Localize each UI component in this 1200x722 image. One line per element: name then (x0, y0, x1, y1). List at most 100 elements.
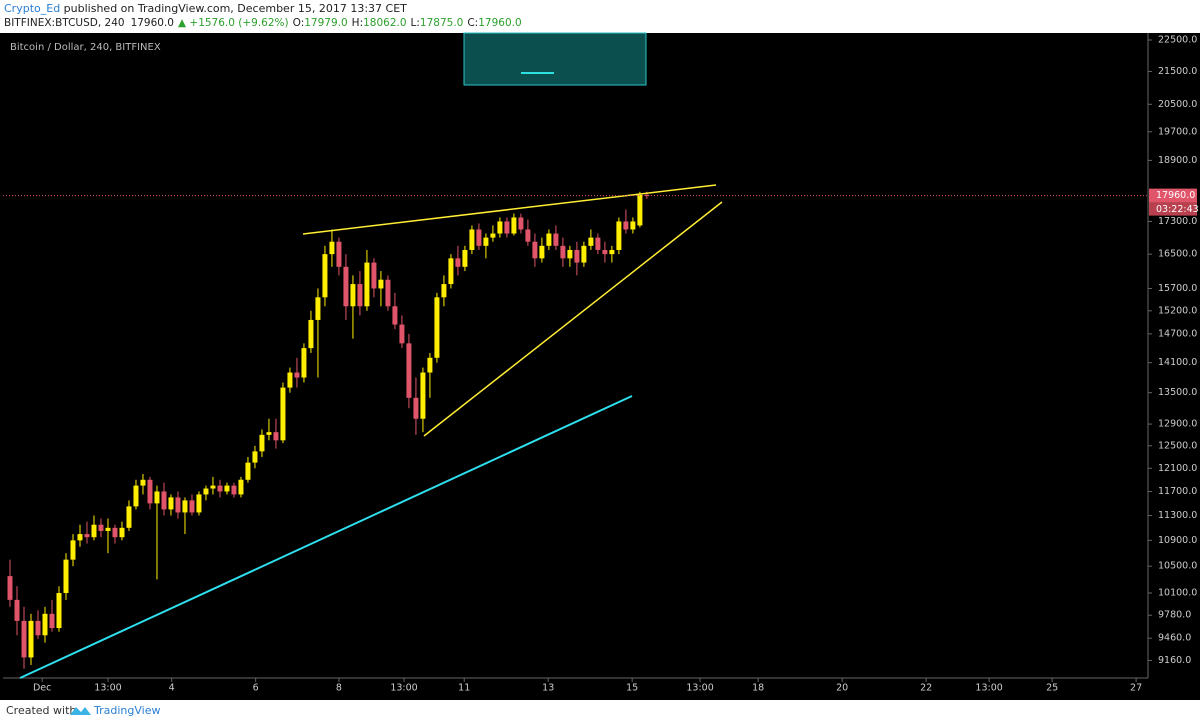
countdown: 03:22:43 (1156, 204, 1199, 215)
x-tick-label: Dec (33, 683, 51, 694)
candle-body (56, 593, 62, 629)
y-tick-label: 17300.0 (1158, 216, 1197, 227)
candle-body (315, 297, 321, 320)
ohlc-label: H: (352, 17, 363, 29)
candle-body (420, 372, 426, 419)
candle-body (602, 249, 608, 255)
candle-body (21, 620, 27, 658)
y-tick-label: 10900.0 (1158, 535, 1197, 546)
candle-body (245, 462, 251, 480)
candle-body (343, 266, 349, 307)
candle-body (280, 387, 286, 441)
y-tick-label: 22500.0 (1158, 35, 1197, 46)
candle-body (385, 279, 391, 307)
candle-body (448, 258, 454, 285)
y-tick-label: 15700.0 (1158, 283, 1197, 294)
candle-body (112, 527, 118, 538)
y-tick-label: 11300.0 (1158, 510, 1197, 521)
x-tick-label: 6 (253, 683, 259, 694)
candle-body (336, 241, 342, 267)
candle-body (98, 524, 104, 531)
candle-body (147, 479, 153, 504)
candle-body (49, 613, 55, 629)
ohlc-value: 17960.0 (478, 17, 521, 29)
candle-body (546, 233, 552, 246)
x-tick-label: 20 (836, 683, 848, 694)
candle-body (294, 372, 300, 378)
candle-body (518, 217, 524, 230)
candle-body (42, 613, 48, 636)
trendline (19, 395, 633, 679)
candle-body (392, 306, 398, 325)
candle-body (77, 534, 83, 541)
candle-body (490, 233, 496, 238)
candle-body (434, 297, 440, 358)
y-tick-label: 14700.0 (1158, 328, 1197, 339)
drawn-box (463, 32, 647, 86)
candle-body (35, 620, 41, 636)
candle-body (154, 491, 160, 504)
candle-body (273, 432, 279, 441)
candle-body (70, 540, 76, 560)
candle-body (287, 372, 293, 388)
x-tick-label: 22 (920, 683, 932, 694)
candle-body (413, 397, 419, 419)
candle-body (560, 245, 566, 259)
trendline (423, 201, 723, 437)
candle-body (378, 279, 384, 289)
candle-body (238, 479, 244, 495)
ohlc-value: 17875.0 (420, 17, 463, 29)
author[interactable]: Crypto_Ed (4, 2, 60, 15)
footer-brand[interactable]: TradingView (93, 704, 160, 717)
x-tick-label: 18 (752, 683, 764, 694)
candle-body (567, 249, 573, 259)
y-tick-label: 9160.0 (1158, 655, 1191, 666)
x-tick-label: 11 (458, 683, 470, 694)
candle-body (623, 221, 629, 230)
candle-body (14, 599, 20, 621)
candle-body (140, 479, 146, 486)
candle-body (105, 527, 111, 531)
candle-body (329, 241, 335, 255)
y-tick-label: 9460.0 (1158, 633, 1191, 644)
candle-body (469, 229, 475, 250)
candle-body (91, 524, 97, 538)
candle-body (322, 254, 328, 298)
x-tick-label: 13:00 (390, 683, 417, 694)
header-bg (0, 0, 1200, 33)
candle-body (133, 485, 139, 507)
chart-bg (0, 33, 1200, 700)
y-tick-label: 10100.0 (1158, 588, 1197, 599)
candle-body (581, 245, 587, 263)
x-tick-label: 13:00 (975, 683, 1002, 694)
candle-body (476, 229, 482, 246)
y-tick-label: 20500.0 (1158, 99, 1197, 110)
x-tick-label: 13 (542, 683, 554, 694)
candle-body (168, 497, 174, 510)
y-tick-label: 18900.0 (1158, 155, 1197, 166)
symbol: BITFINEX:BTCUSD, 240 (4, 17, 125, 29)
y-tick-label: 12500.0 (1158, 440, 1197, 451)
candle-body (350, 284, 356, 307)
ohlc-label: O: (293, 17, 305, 29)
footer-created: Created with (6, 704, 76, 717)
ohlc-value: 17979.0 (304, 17, 347, 29)
candle-body (7, 576, 13, 600)
candle-body (224, 485, 230, 492)
candle-body (119, 527, 125, 538)
candle-body (175, 497, 181, 513)
y-tick-label: 21500.0 (1158, 66, 1197, 77)
candle-body (532, 241, 538, 259)
candle-body (609, 249, 615, 255)
candle-body (371, 262, 377, 289)
y-tick-label: 13500.0 (1158, 387, 1197, 398)
ohlc-value: 18062.0 (363, 17, 406, 29)
y-tick-label: 14100.0 (1158, 357, 1197, 368)
candle-body (511, 217, 517, 234)
candle-body (126, 506, 132, 528)
candle-body (210, 485, 216, 489)
candle-body (644, 194, 650, 196)
candle-body (637, 194, 643, 226)
